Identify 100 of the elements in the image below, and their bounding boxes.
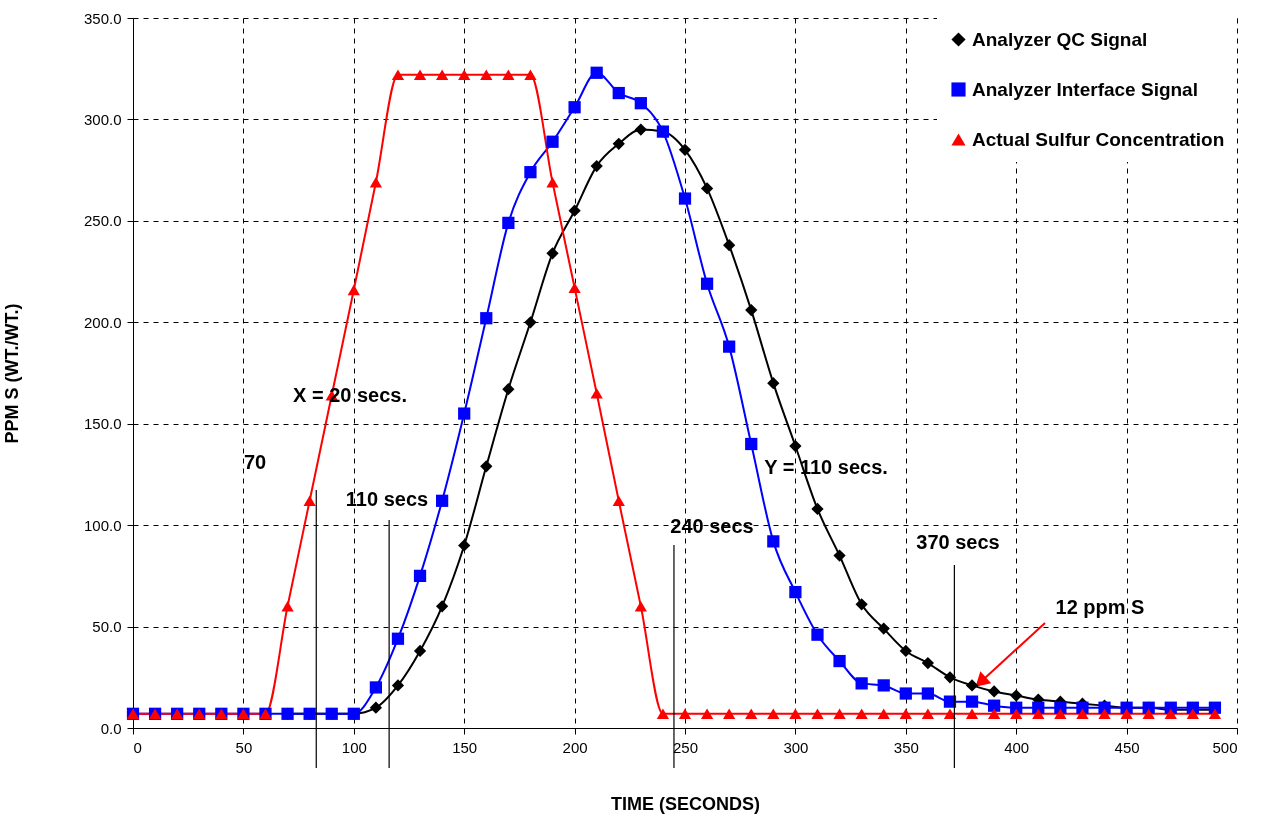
point — [1054, 708, 1067, 720]
x-tick-label: 350 — [893, 738, 919, 756]
point — [877, 708, 890, 720]
point — [789, 439, 802, 453]
point — [789, 585, 802, 599]
point — [678, 143, 692, 156]
point — [458, 69, 471, 81]
point — [855, 598, 868, 611]
point — [833, 708, 846, 720]
point — [590, 159, 603, 173]
point — [1186, 708, 1199, 720]
point — [1032, 708, 1045, 720]
point — [413, 69, 427, 81]
point — [899, 644, 912, 658]
point — [391, 679, 405, 692]
point — [700, 277, 714, 290]
point — [965, 708, 979, 720]
legend-label: Analyzer Interface Signal — [972, 78, 1198, 100]
legend-label: Analyzer QC Signal — [972, 28, 1148, 50]
point — [921, 687, 934, 700]
point — [524, 69, 537, 81]
point — [789, 708, 802, 720]
point — [590, 66, 603, 79]
point — [877, 679, 890, 692]
point — [458, 407, 471, 420]
y-tick-label: 100.0 — [83, 516, 122, 534]
point — [899, 708, 912, 720]
point — [1120, 708, 1133, 720]
point — [546, 247, 559, 260]
point — [1010, 689, 1023, 702]
point — [612, 137, 625, 150]
point — [833, 654, 846, 668]
point — [745, 437, 758, 451]
y-tick-label: 350.0 — [83, 9, 122, 27]
point — [480, 69, 493, 81]
point — [723, 340, 736, 353]
point — [303, 495, 316, 507]
point — [877, 622, 890, 635]
x-tick-label: 100 — [341, 738, 367, 756]
point — [480, 460, 493, 473]
point — [634, 600, 647, 612]
point — [369, 177, 382, 188]
legend-label: Actual Sulfur Concentration — [972, 128, 1225, 150]
point — [436, 69, 449, 81]
y-tick-label: 150.0 — [83, 415, 122, 433]
point — [612, 495, 625, 507]
point — [811, 708, 824, 720]
annotation: 370 secs — [916, 531, 1000, 553]
point — [524, 166, 537, 179]
point — [436, 494, 449, 507]
point — [458, 539, 471, 552]
point — [855, 708, 868, 720]
point — [436, 600, 449, 613]
point — [590, 387, 603, 399]
y-tick-label: 0.0 — [100, 719, 122, 737]
x-axis-title: TIME (SECONDS) — [610, 793, 761, 814]
annotation: 240 secs — [670, 515, 754, 537]
point — [369, 681, 382, 694]
point — [921, 656, 934, 670]
point — [767, 535, 780, 548]
point — [700, 182, 714, 195]
annotation: 12 ppm S — [1055, 596, 1145, 618]
x-tick-label: 150 — [452, 738, 478, 756]
point — [413, 644, 427, 658]
x-tick-label: 50 — [235, 738, 253, 756]
point — [1010, 708, 1023, 720]
y-tick-label: 50.0 — [92, 618, 122, 636]
annotation: 110 secs — [345, 488, 429, 510]
x-tick-label: 300 — [783, 738, 809, 756]
point — [943, 708, 957, 720]
point — [811, 502, 824, 516]
point — [1098, 708, 1111, 720]
x-tick-label: 450 — [1114, 738, 1140, 756]
y-tick-label: 200.0 — [83, 313, 122, 331]
point — [634, 123, 647, 136]
x-tick-label: 200 — [562, 738, 588, 756]
point — [502, 383, 515, 396]
y-tick-label: 300.0 — [83, 110, 122, 128]
point — [745, 708, 758, 720]
point — [745, 303, 758, 317]
point — [546, 177, 559, 188]
point — [568, 204, 581, 217]
point — [811, 628, 824, 641]
point — [568, 282, 581, 294]
point — [480, 312, 493, 325]
point — [767, 377, 780, 390]
point — [723, 239, 736, 252]
x-tick-label: 500 — [1212, 738, 1238, 756]
point — [965, 695, 979, 708]
point — [369, 701, 382, 714]
point — [634, 97, 647, 110]
point — [988, 685, 1001, 698]
point — [921, 708, 934, 720]
point — [723, 708, 736, 720]
point — [988, 708, 1001, 720]
point — [502, 69, 515, 81]
point — [855, 677, 868, 690]
point — [678, 192, 692, 205]
point — [391, 632, 405, 645]
point — [413, 569, 427, 582]
